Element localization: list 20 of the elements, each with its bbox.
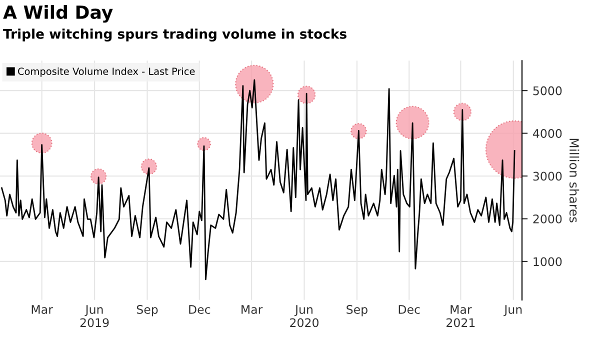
legend-label: Composite Volume Index - Last Price	[18, 67, 195, 77]
x-tick-label: Jun	[504, 305, 522, 316]
line-series	[1, 79, 516, 280]
x-tick-label: Sep	[136, 305, 158, 316]
x-tick-label: Jun 2020	[290, 305, 318, 328]
x-tick-label: Mar	[242, 305, 263, 314]
x-tick-label: Mar 2021	[446, 305, 475, 328]
x-tick-label: Dec	[398, 305, 420, 314]
y-axis-title: Million shares	[569, 138, 580, 222]
y-tick-label: 1000	[534, 257, 562, 266]
x-tick-label: Sep	[346, 305, 368, 316]
y-tick-label: 2000	[533, 214, 562, 224]
x-tick-label: Dec	[189, 305, 210, 314]
y-tick-label: 5000	[533, 86, 562, 96]
y-tick-label: 4000	[532, 129, 562, 138]
x-tick-label: Jun 2019	[80, 305, 109, 328]
y-tick-label: 3000	[533, 172, 562, 181]
x-tick-label: Mar	[32, 305, 53, 314]
chart-title: A Wild Day	[3, 5, 113, 23]
chart-subtitle: Triple witching spurs trading volume in stocks	[3, 28, 346, 42]
